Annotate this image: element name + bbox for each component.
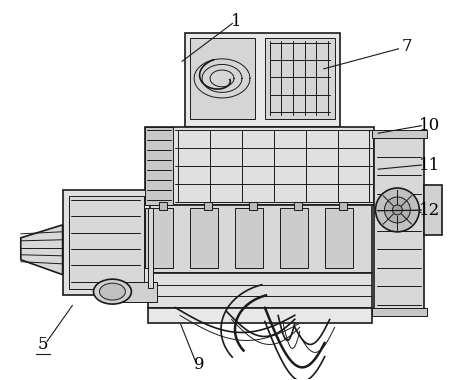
- Bar: [190, 38, 255, 119]
- Bar: [145, 208, 173, 268]
- Bar: [204, 202, 212, 210]
- Bar: [372, 307, 427, 315]
- Text: 5: 5: [38, 336, 49, 353]
- Text: 12: 12: [419, 202, 440, 219]
- Bar: [325, 208, 352, 268]
- Text: 7: 7: [401, 38, 412, 55]
- Bar: [338, 202, 347, 210]
- Text: 10: 10: [419, 117, 440, 134]
- Bar: [69, 196, 144, 289]
- Bar: [249, 202, 257, 210]
- Text: 11: 11: [419, 157, 440, 174]
- Bar: [235, 208, 263, 268]
- Bar: [372, 130, 427, 138]
- Bar: [185, 33, 339, 127]
- Circle shape: [375, 188, 419, 232]
- Bar: [148, 307, 372, 323]
- Bar: [145, 127, 173, 205]
- Bar: [63, 190, 150, 294]
- Bar: [280, 208, 308, 268]
- Bar: [265, 38, 335, 119]
- Bar: [145, 127, 375, 205]
- Text: 1: 1: [231, 13, 241, 30]
- Bar: [148, 205, 372, 273]
- Bar: [113, 282, 157, 302]
- Bar: [159, 202, 167, 210]
- Bar: [375, 132, 424, 312]
- Bar: [190, 208, 218, 268]
- Bar: [294, 202, 302, 210]
- Bar: [148, 273, 372, 307]
- Ellipse shape: [94, 279, 131, 304]
- Circle shape: [393, 205, 402, 215]
- Circle shape: [384, 197, 410, 223]
- Text: 9: 9: [194, 356, 205, 374]
- Bar: [424, 185, 442, 235]
- Bar: [148, 208, 153, 288]
- Polygon shape: [21, 225, 63, 275]
- Ellipse shape: [100, 283, 125, 300]
